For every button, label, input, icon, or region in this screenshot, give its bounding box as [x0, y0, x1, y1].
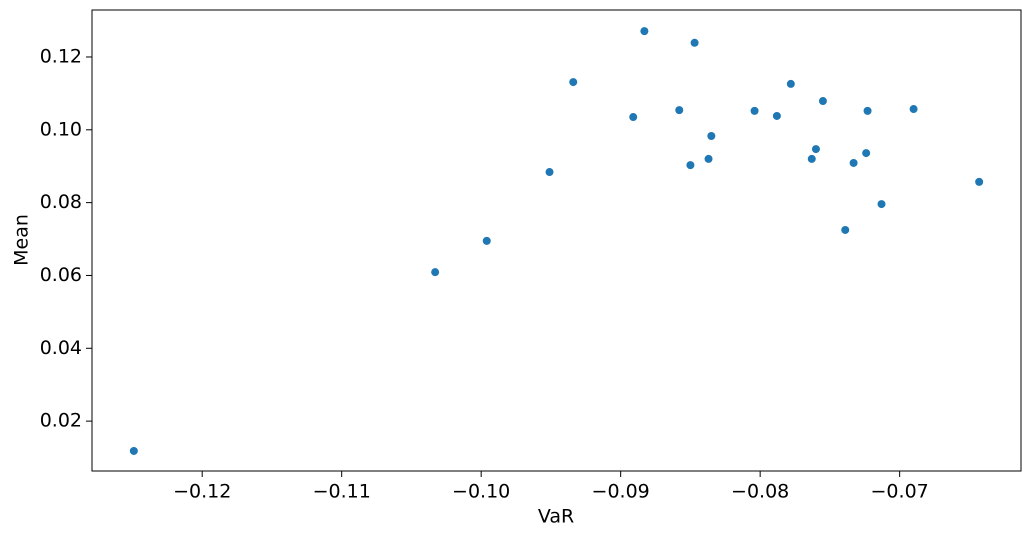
y-tick-label: 0.08: [40, 191, 82, 213]
point: [640, 27, 649, 36]
x-tick-label: −0.11: [313, 481, 371, 503]
x-tick-label: −0.08: [731, 481, 789, 503]
point: [975, 177, 984, 186]
point: [772, 111, 781, 120]
y-tick-label: 0.04: [40, 337, 82, 359]
point: [877, 200, 886, 209]
point: [807, 154, 816, 163]
point: [862, 149, 871, 158]
point: [750, 106, 759, 115]
point: [690, 38, 699, 47]
point: [675, 106, 684, 115]
x-tick-label: −0.09: [592, 481, 650, 503]
point: [707, 131, 716, 140]
plot-frame: [91, 9, 1022, 472]
point: [129, 446, 138, 455]
point: [786, 79, 795, 88]
point: [431, 268, 440, 277]
x-tick-label: −0.10: [452, 481, 510, 503]
y-tick-label: 0.12: [40, 45, 82, 67]
point: [569, 78, 578, 87]
x-axis-label: VaR: [538, 506, 574, 528]
point: [849, 158, 858, 167]
point: [545, 168, 554, 177]
y-tick-label: 0.06: [40, 264, 82, 286]
point: [704, 154, 713, 163]
y-tick-label: 0.02: [40, 410, 82, 432]
point: [629, 113, 638, 122]
point: [863, 106, 872, 115]
x-tick-label: −0.07: [871, 481, 929, 503]
y-axis-label: Mean: [11, 214, 33, 266]
x-tick-label: −0.12: [173, 481, 231, 503]
point: [686, 161, 695, 170]
point: [841, 225, 850, 234]
point: [482, 236, 491, 245]
y-tick-label: 0.10: [40, 118, 82, 140]
point: [818, 97, 827, 106]
point: [909, 105, 918, 114]
point: [811, 145, 820, 154]
